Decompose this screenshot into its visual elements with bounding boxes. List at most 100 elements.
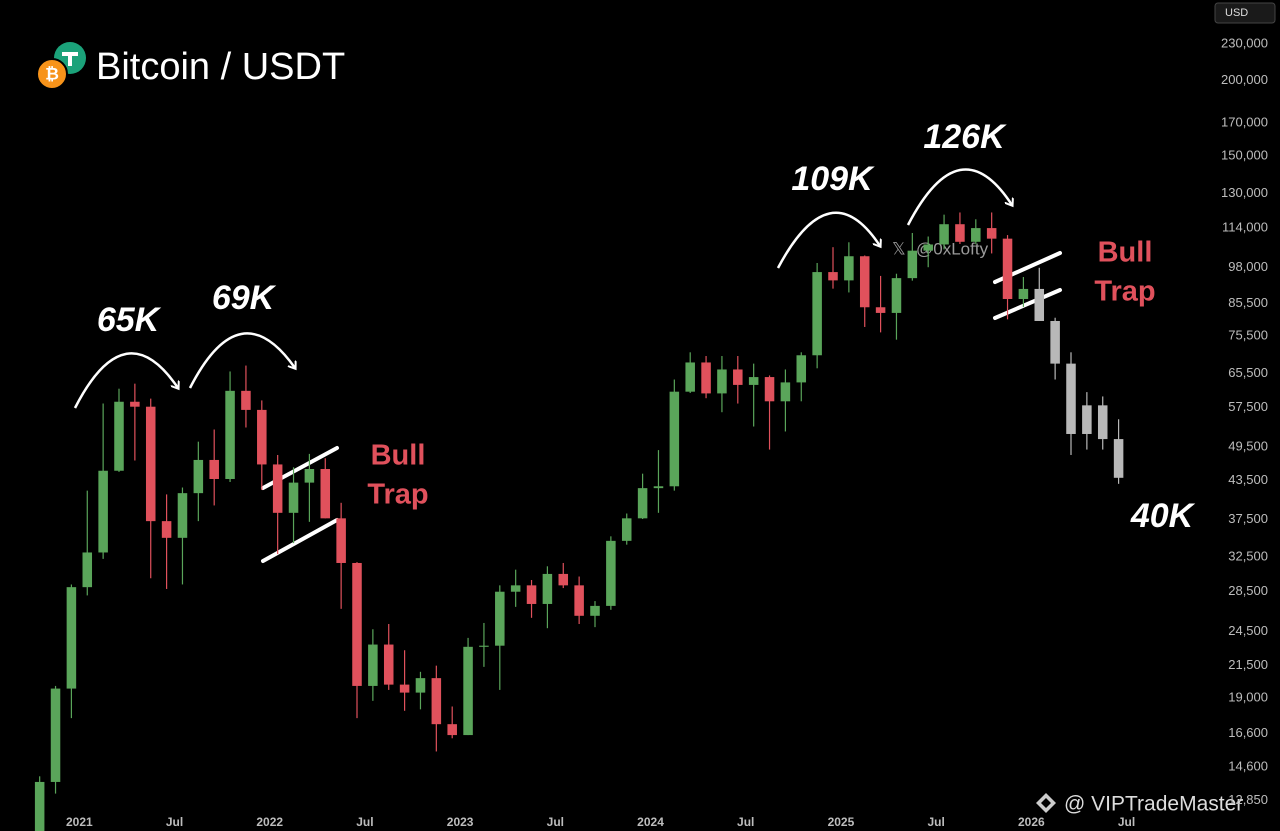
candle-body bbox=[510, 585, 521, 592]
candle-body bbox=[130, 401, 140, 407]
y-tick-label: 170,000 bbox=[1221, 115, 1268, 130]
candle-body bbox=[82, 552, 93, 588]
candle-body bbox=[177, 493, 188, 538]
candle-body bbox=[971, 228, 981, 242]
x-tick-label: 2023 bbox=[447, 815, 474, 829]
y-tick-label: 43,500 bbox=[1228, 472, 1268, 487]
candle-body bbox=[225, 390, 235, 479]
y-tick-label: 150,000 bbox=[1221, 148, 1268, 163]
candle-body bbox=[34, 781, 45, 831]
candle-body bbox=[447, 724, 457, 736]
annotation: 65K bbox=[97, 301, 162, 339]
x-tick-label: Jul bbox=[166, 815, 183, 829]
candle-body bbox=[637, 488, 648, 519]
candle-body bbox=[844, 256, 854, 281]
candle-body bbox=[161, 521, 172, 538]
candle-body bbox=[621, 518, 632, 541]
candle-body bbox=[653, 486, 664, 489]
candle-body bbox=[209, 459, 219, 479]
x-tick-label: 2026 bbox=[1018, 815, 1045, 829]
candle-body bbox=[748, 377, 759, 385]
candle-body bbox=[590, 605, 600, 616]
candle-body bbox=[733, 369, 743, 385]
y-tick-label: 98,000 bbox=[1228, 259, 1268, 274]
y-tick-label: 57,500 bbox=[1228, 399, 1268, 414]
candle-body bbox=[50, 688, 61, 782]
candle-body bbox=[780, 382, 791, 402]
candle-body bbox=[717, 369, 727, 394]
y-tick-label: 28,500 bbox=[1228, 583, 1268, 598]
x-tick-label: 2022 bbox=[256, 815, 283, 829]
candle-body bbox=[701, 362, 711, 394]
annotation: 40K bbox=[1130, 497, 1196, 535]
candle-body bbox=[1018, 288, 1029, 299]
candle-body bbox=[764, 377, 775, 402]
y-tick-label: 19,000 bbox=[1228, 690, 1268, 705]
x-tick-label: 2021 bbox=[66, 815, 93, 829]
candle-body bbox=[859, 256, 870, 308]
candle-body bbox=[415, 678, 426, 693]
x-tick-label: 2024 bbox=[637, 815, 664, 829]
y-tick-label: 12,850 bbox=[1228, 792, 1268, 807]
bull-trap-label: Trap bbox=[1094, 276, 1155, 308]
candle-body bbox=[272, 464, 283, 513]
chart-title: Bitcoin / USDT bbox=[96, 46, 345, 88]
candle-body bbox=[114, 401, 124, 471]
candle-body bbox=[542, 573, 553, 604]
x-tick-label: Jul bbox=[547, 815, 564, 829]
y-tick-label: 37,500 bbox=[1228, 511, 1268, 526]
watermark-icon bbox=[1036, 793, 1056, 813]
candle-body bbox=[812, 272, 822, 356]
currency-label: USD bbox=[1225, 7, 1248, 19]
y-tick-label: 230,000 bbox=[1221, 35, 1268, 50]
bull-trap-label: Trap bbox=[367, 479, 428, 511]
y-tick-label: 65,500 bbox=[1228, 365, 1268, 380]
candle-body bbox=[828, 272, 838, 281]
y-tick-label: 200,000 bbox=[1221, 72, 1268, 87]
candle-body bbox=[1066, 363, 1076, 434]
candle-body bbox=[955, 224, 965, 242]
y-tick-label: 75,500 bbox=[1228, 328, 1268, 343]
x-tick-label: Jul bbox=[737, 815, 754, 829]
candle-body bbox=[66, 587, 77, 689]
y-tick-label: 49,500 bbox=[1228, 438, 1268, 453]
candle-body bbox=[669, 391, 680, 487]
candle-body bbox=[98, 470, 108, 553]
y-tick-label: 130,000 bbox=[1221, 185, 1268, 200]
x-tick-label: Jul bbox=[1118, 815, 1135, 829]
y-tick-label: 14,600 bbox=[1228, 759, 1268, 774]
currency-box bbox=[1214, 2, 1276, 24]
candle-body bbox=[193, 459, 204, 494]
candle-body bbox=[891, 278, 902, 313]
y-tick-label: 32,500 bbox=[1228, 549, 1268, 564]
y-tick-label: 114,000 bbox=[1222, 220, 1268, 235]
candle-body bbox=[796, 355, 807, 383]
y-tick-label: 24,500 bbox=[1228, 623, 1268, 638]
y-tick-label: 85,500 bbox=[1228, 295, 1268, 310]
candle-body bbox=[1002, 238, 1013, 299]
annotation: 126K bbox=[923, 118, 1007, 156]
annotation: 109K bbox=[791, 160, 875, 198]
candle-body bbox=[526, 585, 537, 604]
candle-body bbox=[383, 644, 394, 685]
watermark: @ VIPTradeMaster bbox=[1064, 793, 1243, 816]
candle-body bbox=[1097, 405, 1108, 440]
x-icon: 𝕏 bbox=[892, 239, 906, 258]
candle-body bbox=[145, 406, 156, 522]
candle-body bbox=[1113, 439, 1124, 478]
candle-body bbox=[606, 540, 616, 606]
candle-body bbox=[939, 224, 949, 245]
arrows bbox=[73, 168, 1012, 409]
candle-body bbox=[1082, 405, 1092, 434]
candle-body bbox=[875, 307, 886, 313]
candle-body bbox=[463, 646, 473, 736]
candle-body bbox=[495, 591, 505, 646]
candle-body bbox=[336, 518, 346, 563]
candle-body bbox=[399, 684, 410, 693]
candle-body bbox=[288, 482, 299, 513]
candle-body bbox=[1034, 288, 1045, 321]
y-tick-label: 16,600 bbox=[1228, 725, 1268, 740]
candle-body bbox=[574, 585, 584, 616]
candle-body bbox=[558, 573, 569, 586]
